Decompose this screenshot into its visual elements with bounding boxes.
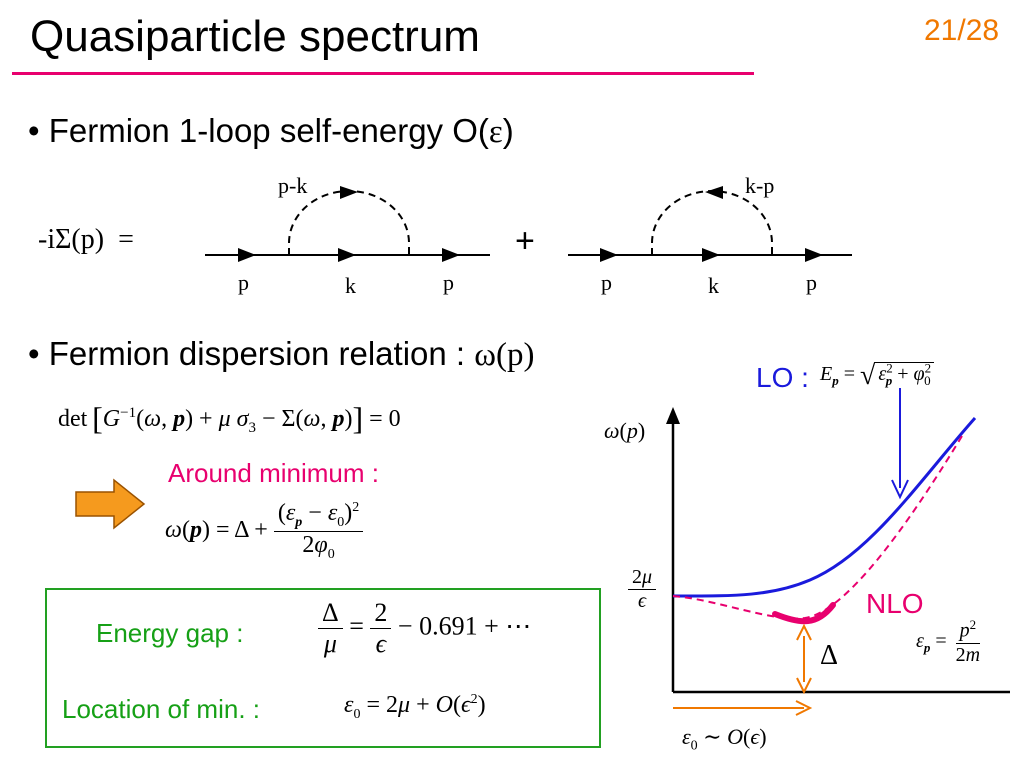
epsilon-symbol: ε	[488, 114, 503, 150]
lhs-equals: =	[118, 224, 134, 255]
lo-pointer-arrowhead	[891, 479, 909, 500]
location-of-minimum-label: Location of min. :	[62, 694, 260, 724]
lhs-sigma: Σ	[55, 224, 72, 255]
lhs-minus: -	[38, 224, 48, 255]
orange-right-arrow-icon	[75, 478, 146, 530]
y-axis-arrowhead	[666, 407, 680, 424]
eps0-arrowhead	[795, 700, 813, 716]
around-minimum-label: Around minimum :	[168, 458, 379, 488]
diagram2-left-label: p	[601, 270, 612, 295]
lhs-argument: (p)	[71, 224, 105, 255]
loop-arrow-2	[705, 186, 723, 199]
dispersion-near-minimum-equation: ω(p) = Δ + (εp − ε0)2 2φ0	[165, 500, 364, 563]
slide-number: 21/28	[924, 14, 1000, 47]
self-energy-lhs: -iΣ(p) =	[38, 224, 134, 256]
propagator-arrow-right-2	[805, 248, 823, 262]
gap-arrow-up-head	[796, 623, 812, 641]
title-underline	[12, 72, 754, 75]
y-axis-tick-label: 2μ ϵ	[628, 566, 657, 613]
propagator-arrow-mid-1	[338, 248, 356, 262]
gap-constant: 0.691 + ⋯	[419, 611, 532, 641]
lo-curve	[672, 417, 977, 598]
gap-arrow-down-head	[796, 677, 812, 695]
nlo-label: NLO	[866, 588, 924, 619]
feynman-diagrams: p-k p k p k-p p k p	[205, 173, 852, 298]
propagator-arrow-left-2	[600, 248, 618, 262]
gap-delta-label: Δ	[820, 640, 839, 671]
location-equation: ε0 = 2μ + O(ϵ2)	[344, 692, 486, 722]
energy-gap-label: Energy gap :	[96, 618, 244, 648]
diagram1-left-label: p	[238, 270, 249, 295]
nlo-curve	[672, 435, 963, 620]
diagram-plus: +	[515, 222, 535, 260]
feynman-diagram-2: k-p p k p	[568, 173, 852, 298]
bullet-dispersion: • Fermion dispersion relation : ω(p)	[28, 335, 534, 374]
bullet-dispersion-text: • Fermion dispersion relation :	[28, 335, 475, 372]
diagram1-loop-label: p-k	[278, 173, 307, 198]
diagram1-mid-label: k	[345, 273, 356, 298]
bullet-self-energy-text: • Fermion 1-loop self-energy O(	[28, 112, 489, 149]
loop-arrow-1	[340, 186, 358, 199]
bullet-self-energy: • Fermion 1-loop self-energy O(ε)	[28, 112, 514, 151]
lo-dispersion-equation: Ep = √ ε2p + φ20	[820, 360, 934, 392]
diagram1-right-label: p	[443, 270, 454, 295]
determinant-equation: det [G−1(ω, p) + μ σ3 − Σ(ω, p)] = 0	[58, 400, 401, 436]
propagator-arrow-right-1	[442, 248, 460, 262]
bullet-self-energy-close: )	[502, 112, 514, 149]
epsilon-axis-label: εp = p2 2m	[916, 617, 981, 666]
results-box	[45, 588, 601, 748]
propagator-arrow-mid-2	[702, 248, 720, 262]
feynman-diagram-1: p-k p k p	[205, 173, 490, 298]
lo-label: LO :	[756, 362, 809, 393]
diagram2-right-label: p	[806, 270, 817, 295]
lhs-i: i	[47, 224, 56, 255]
det-operator: det	[58, 406, 88, 432]
omega-argument: (p)	[495, 337, 535, 373]
diagram2-mid-label: k	[708, 273, 719, 298]
omega-symbol: ω	[474, 337, 496, 373]
propagator-arrow-left-1	[238, 248, 256, 262]
minimum-highlight	[772, 602, 836, 625]
page-title: Quasiparticle spectrum	[30, 12, 480, 61]
diagram2-loop-label: k-p	[745, 173, 774, 198]
omega-axis-label: ω(p)	[604, 418, 646, 443]
eps0-order-label: ε0 ∼ O(ϵ)	[682, 724, 767, 754]
